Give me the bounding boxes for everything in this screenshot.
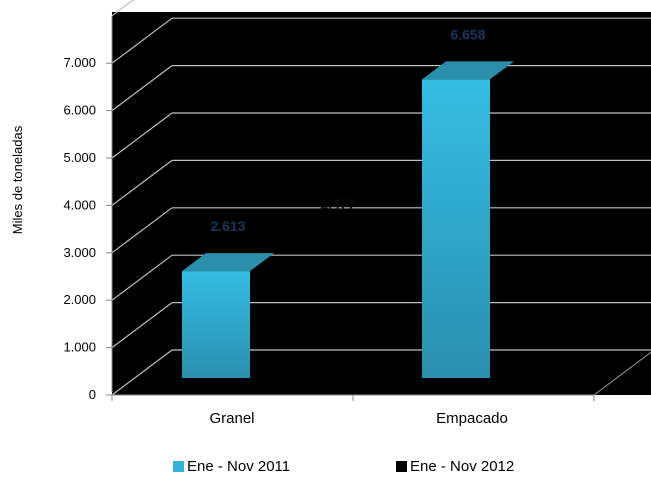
gridline-side	[111, 17, 173, 64]
gridline-side	[111, 349, 173, 396]
legend-swatch	[173, 461, 184, 472]
gridline-side	[111, 302, 173, 349]
y-tick-label: 7.000	[63, 55, 96, 70]
data-label: 2.477	[320, 196, 355, 212]
bar-top	[182, 253, 274, 272]
data-labels: 2.613 6.658 2.477	[210, 26, 485, 234]
legend-swatch	[396, 461, 407, 472]
y-tick-label: 4.000	[63, 197, 96, 212]
data-label: 6.658	[450, 26, 485, 42]
gridline-side	[111, 112, 173, 159]
gridline-side	[111, 254, 173, 301]
gridlines	[111, 0, 651, 396]
bar	[422, 79, 490, 378]
y-axis-label: Miles de toneladas	[10, 125, 25, 234]
y-tick-labels: 0 1.000 2.000 3.000 4.000 5.000 6.000 7.000	[63, 55, 96, 402]
y-tick-label: 5.000	[63, 150, 96, 165]
y-tick-label: 2.000	[63, 292, 96, 307]
floor-edge	[593, 351, 651, 396]
legend-label: Ene - Nov 2011	[187, 458, 290, 475]
y-tick-label: 1.000	[63, 340, 96, 355]
bars	[182, 61, 514, 378]
category-label: Granel	[209, 410, 254, 427]
bar-top	[422, 61, 514, 80]
y-tick-label: 0	[89, 387, 96, 402]
y-tick-label: 6.000	[63, 103, 96, 118]
y-tick-label: 3.000	[63, 245, 96, 260]
legend-label: Ene - Nov 2012	[410, 458, 514, 475]
gridline-side	[111, 65, 173, 112]
gridline-side	[111, 0, 135, 17]
axes	[106, 15, 651, 401]
category-label: Empacado	[436, 410, 508, 427]
gridline-side	[111, 159, 173, 206]
gridline-side	[111, 207, 173, 254]
data-label: 2.613	[210, 218, 245, 234]
bar	[182, 271, 250, 378]
category-labels: Granel Empacado	[209, 410, 507, 427]
legend: Ene - Nov 2011 Ene - Nov 2012	[173, 458, 514, 475]
